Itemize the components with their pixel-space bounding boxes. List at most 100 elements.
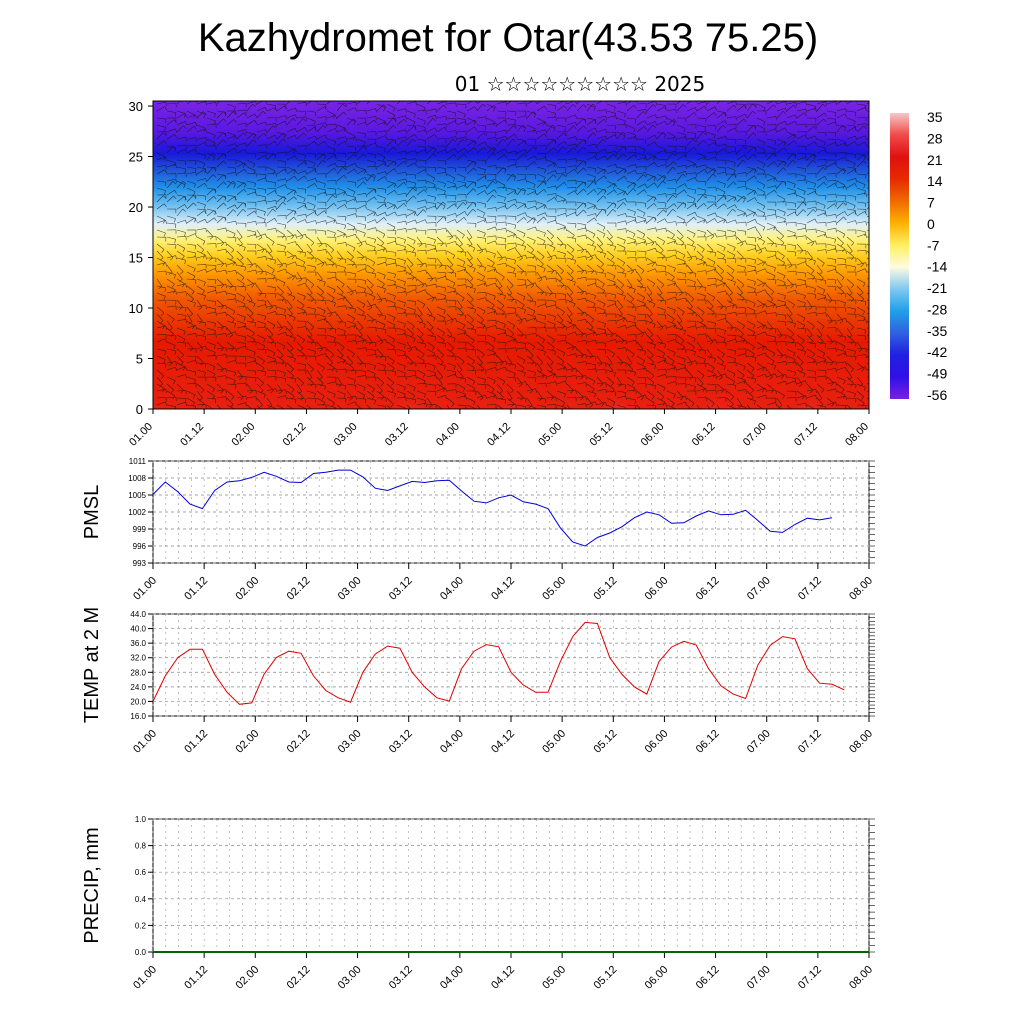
wind-barb xyxy=(306,194,316,197)
wind-barb-flag xyxy=(225,270,227,275)
wind-barb-flag xyxy=(583,188,587,193)
wind-barb-flag xyxy=(755,248,757,253)
wind-barb xyxy=(186,256,196,259)
wind-barb-flag xyxy=(295,234,297,239)
wind-barb xyxy=(506,271,516,274)
wind-barb xyxy=(176,136,186,140)
wind-barb xyxy=(576,181,584,189)
wind-barb xyxy=(246,233,256,238)
wind-barb xyxy=(806,278,817,280)
wind-barb-flag xyxy=(855,136,857,141)
wind-barb xyxy=(866,250,869,254)
wind-barb-flag xyxy=(255,282,257,287)
wind-barb-flag xyxy=(445,298,447,303)
wind-barb xyxy=(396,139,404,147)
wind-barb xyxy=(826,203,835,210)
wind-barb-flag xyxy=(552,124,556,128)
wind-barb xyxy=(266,305,276,308)
wind-barb xyxy=(746,190,755,196)
wind-barb xyxy=(346,213,356,217)
wind-barb-flag xyxy=(583,139,587,143)
wind-barb xyxy=(396,243,406,247)
wind-barb xyxy=(186,313,193,322)
wind-barb xyxy=(696,292,706,297)
wind-barb xyxy=(356,256,366,259)
wind-barb-flag xyxy=(734,196,737,201)
wind-barb-flag xyxy=(403,161,407,165)
wind-barb-flag xyxy=(434,134,437,138)
wind-barb xyxy=(596,243,604,251)
wind-barb xyxy=(656,264,666,267)
wind-barb-flag xyxy=(864,105,867,110)
wind-barb-flag xyxy=(445,161,447,166)
wind-barb xyxy=(626,278,633,287)
wind-barb xyxy=(706,166,716,171)
wind-barb-flag xyxy=(254,189,257,194)
wind-barb xyxy=(756,208,766,214)
wind-barb xyxy=(276,159,286,163)
wind-barb xyxy=(186,125,195,133)
wind-barb xyxy=(626,292,634,300)
wind-barb-flag xyxy=(182,248,186,252)
wind-barb xyxy=(166,134,175,140)
wind-barb-flag xyxy=(265,200,267,205)
wind-barb xyxy=(256,320,266,324)
wind-barb xyxy=(696,169,705,175)
wind-barb xyxy=(686,203,695,210)
wind-barb xyxy=(216,139,224,147)
wind-barb xyxy=(276,195,284,203)
wind-barb-flag xyxy=(543,189,547,193)
wind-barb xyxy=(726,138,737,140)
wind-barb-flag xyxy=(685,136,687,141)
wind-barb-flag xyxy=(683,261,686,266)
wind-barb xyxy=(606,170,616,175)
wind-barb-flag xyxy=(283,134,286,139)
wind-barb xyxy=(446,138,453,147)
wind-barb xyxy=(156,106,165,112)
wind-barb xyxy=(826,220,836,224)
wind-barb-flag xyxy=(694,177,697,182)
wind-barb-flag xyxy=(220,242,225,247)
wind-barb xyxy=(716,120,725,126)
wind-barb-flag xyxy=(394,274,396,279)
wind-barb-flag xyxy=(534,266,537,271)
wind-barb xyxy=(516,236,525,243)
wind-barb xyxy=(726,292,733,301)
wind-barb xyxy=(736,229,746,232)
wind-barb-flag xyxy=(605,129,607,134)
wind-barb xyxy=(266,187,277,189)
wind-barb xyxy=(396,136,406,140)
wind-barb xyxy=(846,292,854,300)
wind-barb-flag xyxy=(354,163,357,168)
wind-barb-flag xyxy=(215,268,217,273)
wind-barb xyxy=(636,292,645,298)
wind-barb-flag xyxy=(854,309,856,314)
wind-barb-flag xyxy=(715,233,717,238)
wind-barb xyxy=(486,257,495,264)
wind-barb xyxy=(276,115,286,119)
wind-barb-flag xyxy=(454,219,457,224)
wind-barb-flag xyxy=(353,247,356,252)
wind-barb xyxy=(306,124,316,127)
wind-barb xyxy=(556,124,566,128)
wind-barb xyxy=(806,240,816,245)
wind-barb-flag xyxy=(615,125,617,131)
wind-barb-flag xyxy=(819,271,823,275)
wind-barb xyxy=(606,271,616,277)
wind-barb xyxy=(786,278,794,286)
wind-barb xyxy=(506,187,516,191)
wind-barb-flag xyxy=(435,115,437,120)
wind-barb-flag xyxy=(675,193,677,198)
wind-barb-flag xyxy=(195,256,197,261)
wind-barb xyxy=(376,306,383,315)
wind-barb-flag xyxy=(514,308,517,313)
wind-barb xyxy=(316,261,326,266)
wind-barb-flag xyxy=(445,101,447,106)
wind-barb xyxy=(296,204,306,210)
wind-barb xyxy=(456,130,467,133)
wind-barb-flag xyxy=(583,209,587,214)
wind-barb xyxy=(386,168,395,175)
wind-barb-flag xyxy=(824,112,827,117)
wind-barb-flag xyxy=(525,115,527,120)
wind-barb xyxy=(766,292,774,300)
